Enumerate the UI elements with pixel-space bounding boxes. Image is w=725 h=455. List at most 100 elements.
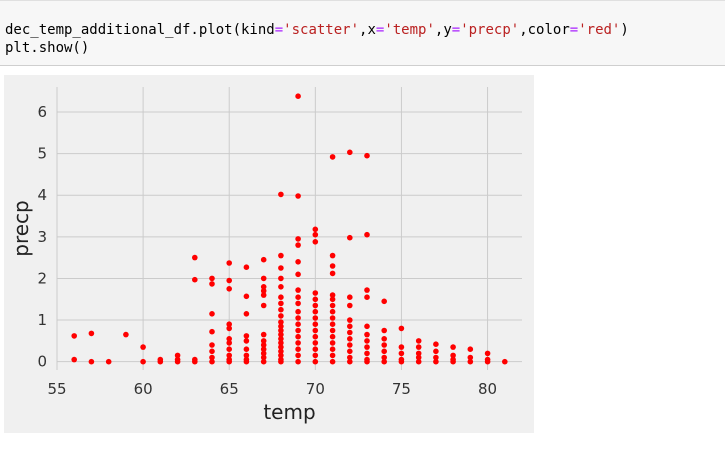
scatter-point (347, 329, 353, 336)
plot-background (4, 75, 534, 433)
scatter-point (105, 358, 112, 365)
scatter-point (329, 327, 336, 334)
code-line-plot: dec_temp_additional_df.plot(kind = 'scatte… (5, 21, 629, 39)
y-tick-label: 3 (37, 228, 47, 246)
scatter-point (347, 336, 353, 342)
scatter-point (312, 308, 319, 315)
scatter-point (364, 331, 370, 338)
scatter-point (226, 325, 232, 332)
y-tick-label: 0 (37, 353, 47, 371)
scatter-point (209, 328, 215, 335)
scatter-point (467, 346, 474, 353)
scatter-point (192, 276, 198, 283)
scatter-point (209, 348, 215, 355)
scatter-point (278, 252, 284, 259)
scatter-point (329, 315, 336, 321)
scatter-point (226, 346, 232, 353)
scatter-point (192, 358, 198, 365)
scatter-point (364, 287, 370, 293)
scatter-point (450, 358, 456, 365)
scatter-point (312, 302, 319, 309)
scatter-point (347, 234, 353, 241)
scatter-point (123, 331, 129, 338)
scatter-point (467, 354, 474, 361)
scatter-point (260, 302, 267, 309)
code-token: 'scatter' (283, 22, 360, 38)
scatter-point (157, 358, 164, 365)
scatter-point (295, 93, 301, 99)
scatter-point (209, 358, 215, 365)
scatter-point (329, 263, 336, 269)
scatter-point (140, 358, 146, 365)
scatter-point (415, 344, 422, 350)
scatter-point (364, 294, 370, 300)
scatter-point (433, 358, 439, 365)
scatter-point (209, 342, 215, 348)
scatter-point (71, 333, 77, 339)
scatter-point (295, 327, 301, 334)
scatter-point (260, 358, 267, 365)
scatter-point (278, 319, 284, 325)
scatter-point (278, 323, 284, 330)
code-token: dec_temp_additional_df.plot(kind (5, 22, 275, 38)
y-tick-label: 4 (37, 186, 47, 204)
scatter-point (433, 348, 439, 355)
scatter-point (260, 275, 267, 282)
scatter-point (364, 231, 370, 238)
scatter-point (278, 306, 284, 313)
scatter-point (278, 284, 284, 290)
code-token: = (451, 22, 461, 38)
scatter-point (312, 358, 319, 365)
code-token: ) (620, 22, 629, 38)
scatter-point (260, 288, 267, 294)
scatter-point (278, 300, 284, 307)
scatter-point (278, 336, 284, 342)
scatter-point (381, 354, 388, 361)
scatter-point (450, 352, 456, 359)
scatter-point (243, 264, 250, 270)
x-tick-label: 80 (478, 380, 497, 398)
scatter-point (295, 193, 301, 199)
scatter-point (312, 226, 319, 233)
scatter-point (364, 350, 370, 357)
scatter-point (295, 259, 301, 265)
code-cell[interactable]: dec_temp_additional_df.plot(kind = 'scatte… (0, 0, 725, 66)
scatter-point (295, 242, 301, 248)
scatter-point (295, 287, 301, 293)
grid-lines (56, 87, 522, 370)
scatter-point (278, 358, 284, 365)
scatter-point (329, 346, 336, 353)
scatter-point (295, 333, 301, 340)
scatter-point (243, 311, 250, 317)
scatter-point (295, 346, 301, 353)
scatter-point (278, 340, 284, 346)
scatter-point (347, 342, 353, 348)
tick-labels: 55 60 65 70 75 80 0 1 2 3 4 5 6 (37, 103, 497, 398)
scatter-point (278, 265, 284, 271)
scatter-point (295, 294, 301, 300)
scatter-point (278, 275, 284, 282)
scatter-point (433, 341, 439, 348)
scatter-point (381, 336, 388, 342)
scatter-point (329, 296, 336, 303)
scatter-point (312, 340, 319, 346)
scatter-point (278, 294, 284, 300)
scatter-point (347, 348, 353, 355)
x-tick-label: 75 (392, 380, 411, 398)
y-tick-label: 6 (37, 103, 47, 121)
scatter-point (329, 154, 336, 160)
scatter-point (295, 271, 301, 278)
scatter-point (278, 331, 284, 338)
scatter-point (312, 290, 319, 296)
code-line-show: plt.show() (5, 40, 90, 56)
scatter-point (226, 286, 232, 292)
scatter-point (295, 308, 301, 315)
scatter-point (226, 352, 232, 359)
scatter-point (329, 340, 336, 346)
scatter-point (295, 340, 301, 346)
scatter-point (398, 350, 405, 357)
scatter-chart: 55 60 65 70 75 80 0 1 2 3 4 5 6 temp precp (4, 75, 534, 433)
scatter-point (364, 358, 370, 365)
scatter-point (226, 321, 232, 327)
cell-output: 55 60 65 70 75 80 0 1 2 3 4 5 6 temp precp (4, 75, 534, 433)
